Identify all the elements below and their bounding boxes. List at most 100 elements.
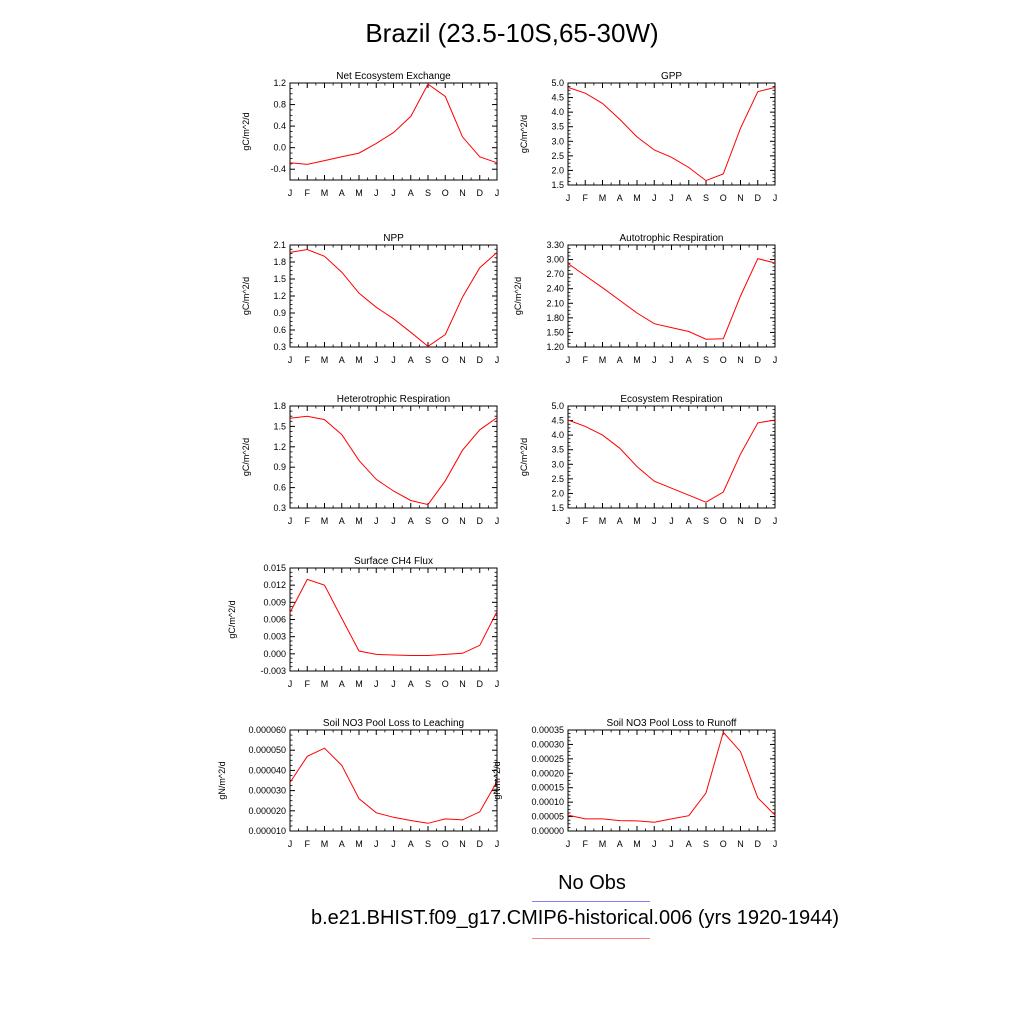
plot-frame: [289, 405, 498, 509]
data-point: [410, 332, 411, 333]
data-point: [740, 453, 741, 454]
x-tick-label: F: [583, 355, 589, 365]
data-point: [705, 502, 706, 503]
data-point: [289, 252, 290, 253]
x-tick-label: J: [374, 188, 379, 198]
y-tick-label: 3.30: [546, 240, 564, 250]
x-tick-label: J: [669, 839, 674, 849]
data-point: [427, 83, 428, 84]
y-tick-label: 0.00015: [531, 783, 564, 793]
x-tick-label: M: [599, 193, 607, 203]
x-tick-label: M: [355, 355, 363, 365]
data-point: [619, 820, 620, 821]
x-tick-label: J: [566, 193, 571, 203]
y-tick-label: 4.5: [551, 93, 564, 103]
data-point: [427, 504, 428, 505]
plot-frame: [289, 244, 498, 348]
data-point: [358, 798, 359, 799]
data-point: [324, 748, 325, 749]
plot-frame: [289, 82, 498, 181]
data-point: [410, 116, 411, 117]
plot-frame: [289, 729, 498, 832]
y-tick-label: 0.003: [263, 632, 286, 642]
panel-title: Autotrophic Respiration: [620, 233, 724, 244]
data-point: [479, 811, 480, 812]
x-tick-label: A: [617, 516, 623, 526]
y-tick-label: 0.00010: [531, 797, 564, 807]
data-point: [774, 87, 775, 88]
data-point: [636, 312, 637, 313]
x-tick-label: A: [408, 516, 414, 526]
x-tick-label: N: [459, 516, 466, 526]
x-tick-label: J: [495, 355, 500, 365]
data-point: [705, 792, 706, 793]
data-point: [602, 287, 603, 288]
y-tick-label: 1.80: [546, 313, 564, 323]
data-point: [705, 339, 706, 340]
y-tick-label: 3.0: [551, 136, 564, 146]
x-tick-label: S: [703, 516, 709, 526]
y-tick-label: 0.3: [273, 342, 286, 352]
x-tick-label: O: [442, 188, 449, 198]
data-point: [654, 481, 655, 482]
x-tick-label: F: [305, 839, 311, 849]
data-point: [410, 500, 411, 501]
data-point: [341, 618, 342, 619]
data-point: [688, 167, 689, 168]
x-tick-label: M: [633, 839, 641, 849]
y-tick-label: 0.000020: [248, 806, 286, 816]
plot-frame: [567, 405, 776, 509]
x-tick-label: D: [755, 355, 762, 365]
data-point: [410, 820, 411, 821]
data-point: [723, 732, 724, 733]
x-tick-label: J: [288, 516, 293, 526]
y-tick-label: 1.5: [273, 421, 286, 431]
data-point: [393, 490, 394, 491]
data-point: [341, 272, 342, 273]
x-tick-label: S: [703, 839, 709, 849]
y-tick-label: 0.000060: [248, 725, 286, 735]
series-line: [567, 419, 776, 503]
data-point: [585, 426, 586, 427]
data-point: [445, 334, 446, 335]
x-tick-label: M: [321, 516, 329, 526]
y-tick-label: 5.0: [551, 401, 564, 411]
panel-title: Heterotrophic Respiration: [337, 394, 450, 405]
series-line: [289, 747, 498, 824]
x-tick-label: M: [321, 679, 329, 689]
y-tick-label: 4.5: [551, 416, 564, 426]
x-tick-label: S: [425, 516, 431, 526]
data-point: [496, 252, 497, 253]
series-line: [567, 86, 776, 182]
x-tick-label: O: [442, 839, 449, 849]
data-point: [324, 419, 325, 420]
y-tick-label: 0.00035: [531, 725, 564, 735]
data-point: [358, 650, 359, 651]
x-tick-label: J: [374, 516, 379, 526]
y-tick-label: 0.000030: [248, 786, 286, 796]
y-tick-label: 0.009: [263, 597, 286, 607]
x-tick-label: F: [305, 679, 311, 689]
x-tick-label: D: [755, 516, 762, 526]
data-point: [479, 267, 480, 268]
data-point: [427, 655, 428, 656]
y-tick-label: 4.0: [551, 430, 564, 440]
y-tick-label: 0.9: [273, 462, 286, 472]
y-tick-label: 0.00025: [531, 754, 564, 764]
x-tick-label: J: [669, 516, 674, 526]
x-tick-label: J: [391, 839, 396, 849]
series-line: [289, 578, 498, 656]
x-tick-label: M: [633, 193, 641, 203]
x-tick-label: N: [459, 679, 466, 689]
data-point: [289, 418, 290, 419]
y-tick-label: 1.5: [551, 503, 564, 513]
x-tick-label: A: [339, 839, 345, 849]
y-tick-label: 5.0: [551, 78, 564, 88]
x-tick-label: J: [288, 839, 293, 849]
x-tick-label: O: [442, 516, 449, 526]
x-tick-label: O: [720, 516, 727, 526]
data-point: [307, 416, 308, 417]
